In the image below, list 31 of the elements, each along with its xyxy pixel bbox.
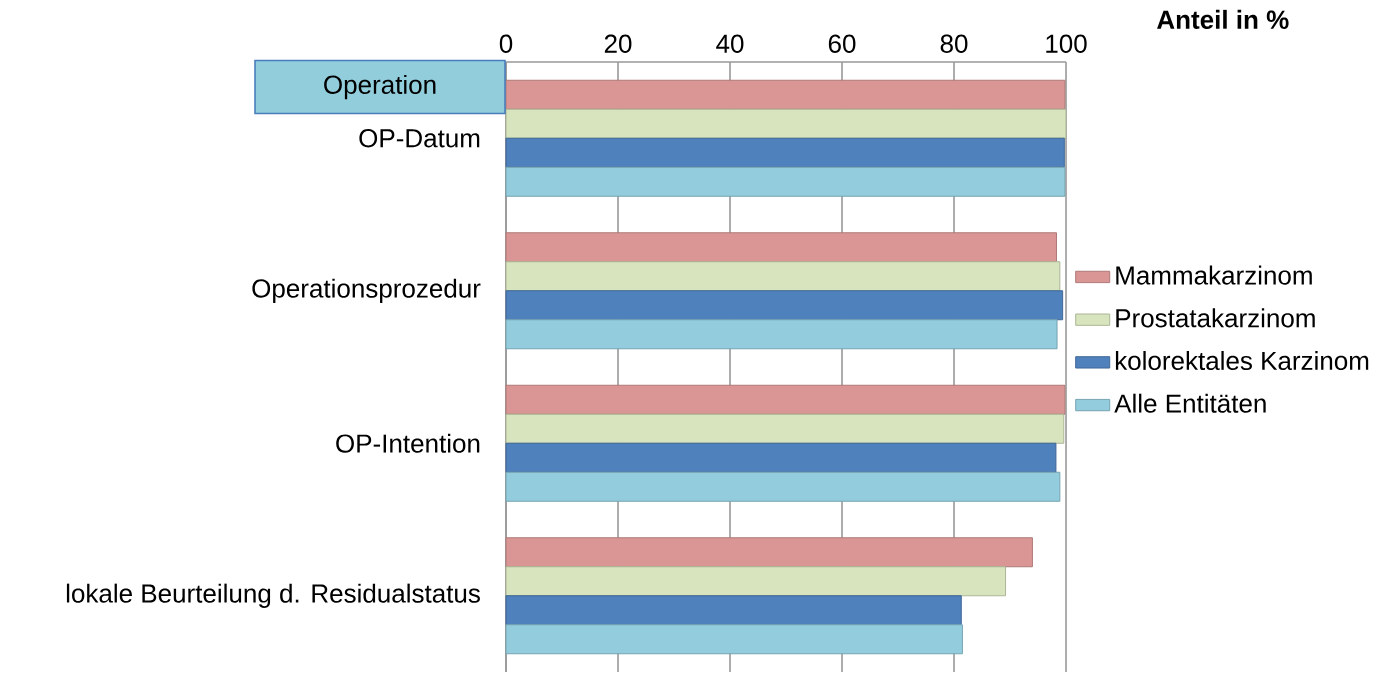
bar (505, 232, 1057, 263)
x-tick-label: 80 (940, 34, 968, 53)
bar (505, 471, 1061, 502)
bar (505, 108, 1067, 139)
text: Operation (324, 74, 436, 100)
x-tick-label: 40 (716, 34, 744, 53)
legend-label: Alle Entitäten (1114, 393, 1266, 413)
bar (505, 413, 1065, 444)
bar (505, 537, 1033, 568)
bar (505, 624, 963, 655)
bar (505, 166, 1066, 197)
y-tick-label: OP-Intention (336, 433, 480, 453)
bar (505, 261, 1061, 292)
bar (505, 595, 962, 626)
bar (505, 442, 1057, 473)
bar (505, 290, 1064, 321)
x-tick-label: 20 (604, 34, 632, 53)
bar (505, 566, 1007, 597)
bar (505, 319, 1058, 350)
x-tick-label: 0 (499, 34, 513, 53)
legend-label: Mammakarzinom (1116, 265, 1312, 285)
y-tick-label: Operationsprozedur (252, 278, 481, 303)
y-tick-label: OP-Datum (359, 129, 480, 148)
x-tick-label: 60 (828, 34, 856, 53)
legend-label: kolorektales Karzinom (1115, 351, 1369, 371)
x-tick-label: 100 (1046, 34, 1087, 53)
bar (505, 384, 1066, 415)
bar (505, 137, 1065, 168)
x-axis-title: Anteil in % (1157, 9, 1289, 29)
legend-label: Prostatakarzinom (1116, 308, 1315, 328)
y-tick-label: lokale Beurteilung d. Residualstatus (66, 583, 480, 608)
